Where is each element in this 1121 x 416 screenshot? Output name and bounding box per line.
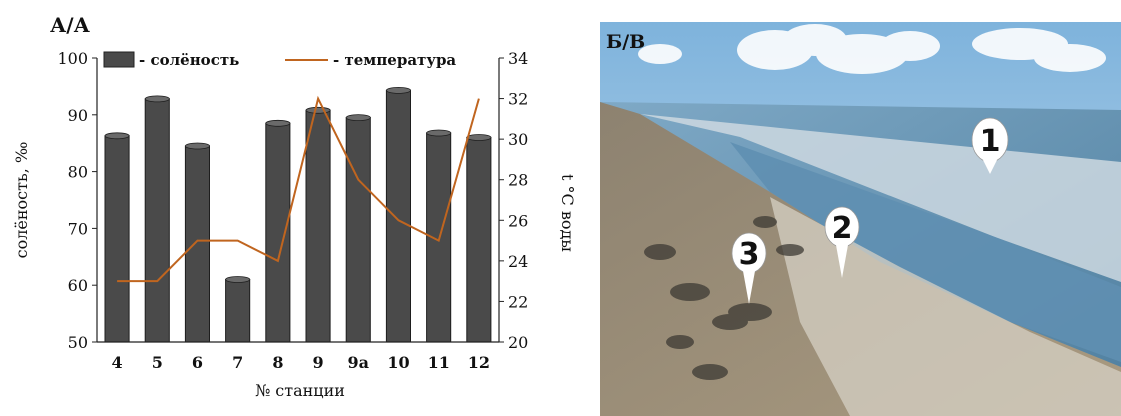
salinity-bar	[144, 98, 170, 343]
salinity-bar-cap	[305, 106, 331, 114]
salinity-bar	[345, 117, 371, 343]
right-tick-label: 20	[508, 333, 528, 352]
salinity-bar	[466, 137, 492, 343]
salinity-bar-cap	[104, 132, 130, 140]
marker-3: 3	[731, 232, 767, 304]
salinity-bar	[305, 109, 331, 343]
legend: - солёность - температура	[103, 51, 456, 69]
chart-panel-label: А/А	[50, 13, 91, 37]
x-tick-label: 7	[232, 353, 243, 372]
x-tick-label: 4	[112, 353, 123, 372]
left-tick-label: 80	[68, 163, 88, 182]
x-tick-label: 11	[428, 353, 450, 372]
legend-salinity-label: - солёность	[139, 51, 239, 69]
right-tick-label: 34	[508, 49, 528, 68]
right-axis-ticks: 20 22 24 26 28 30 32 34	[499, 49, 528, 352]
x-tick-label: 10	[387, 353, 409, 372]
marker-1: 1	[971, 117, 1009, 174]
left-tick-label: 50	[68, 333, 88, 352]
shoreline-photo-illustration: Б/В 1 2 3	[600, 22, 1121, 416]
salinity-bar	[184, 145, 210, 343]
right-tick-label: 22	[508, 292, 528, 311]
left-tick-label: 100	[57, 49, 88, 68]
left-tick-label: 90	[68, 106, 88, 125]
salinity-bar-cap	[144, 95, 170, 103]
x-axis-ticks: 4 5 6 7 8 9 9а 10 11 12	[112, 353, 491, 372]
marker-3-label: 3	[739, 237, 760, 272]
temperature-line	[117, 95, 480, 283]
salinity-bar-cap	[265, 119, 291, 127]
salinity-bar-cap	[345, 114, 371, 121]
x-tick-label: 9а	[348, 353, 370, 372]
photo-panel-label: Б/В	[606, 31, 645, 53]
x-tick-label: 9	[313, 353, 324, 372]
x-tick-label: 8	[272, 353, 283, 372]
legend-salinity-swatch	[103, 51, 135, 68]
right-tick-label: 26	[508, 211, 528, 230]
clouds	[638, 24, 1106, 74]
chart-panel: А/А 50 60 70 80 90 100 20 22 24 26 28 30 32 34 4 5 6 7 8…	[12, 13, 577, 400]
marker-1-label: 1	[980, 124, 1001, 159]
salinity-bar	[385, 89, 411, 343]
x-axis-label: № станции	[255, 381, 345, 400]
marker-2-label: 2	[832, 211, 853, 246]
lagoon-channel	[730, 142, 1121, 362]
left-tick-label: 70	[68, 219, 88, 238]
salinity-bar-cap	[426, 129, 452, 137]
combo-chart: А/А 50 60 70 80 90 100 20 22 24 26 28 30 32 34 4 5 6 7 8…	[12, 13, 577, 400]
marker-2: 2	[824, 206, 860, 278]
salinity-bar	[265, 122, 291, 343]
right-tick-label: 24	[508, 252, 528, 271]
salinity-bar-cap	[184, 142, 210, 150]
y-axis-right-label: t °C воды	[558, 174, 577, 252]
salinity-bar-cap	[225, 276, 251, 283]
salinity-bar-cap	[466, 134, 492, 141]
legend-temperature-label: - температура	[333, 51, 456, 69]
x-tick-label: 12	[468, 353, 490, 372]
bars-layer	[104, 87, 492, 343]
x-tick-label: 5	[152, 353, 163, 372]
right-tick-label: 30	[508, 130, 528, 149]
left-tick-label: 60	[68, 276, 88, 295]
salinity-bar	[104, 135, 130, 343]
x-tick-label: 6	[192, 353, 203, 372]
left-axis-ticks: 50 60 70 80 90 100	[57, 49, 97, 352]
salinity-bar-cap	[385, 87, 411, 94]
salinity-bar	[225, 279, 251, 343]
right-tick-label: 28	[508, 171, 528, 190]
right-tick-label: 32	[508, 90, 528, 109]
algae-mats	[644, 216, 804, 380]
y-axis-left-label: солёность, ‰	[12, 142, 31, 259]
shoreline-photo: Б/В 1 2 3	[600, 22, 1121, 416]
salt-crust	[770, 197, 1121, 416]
